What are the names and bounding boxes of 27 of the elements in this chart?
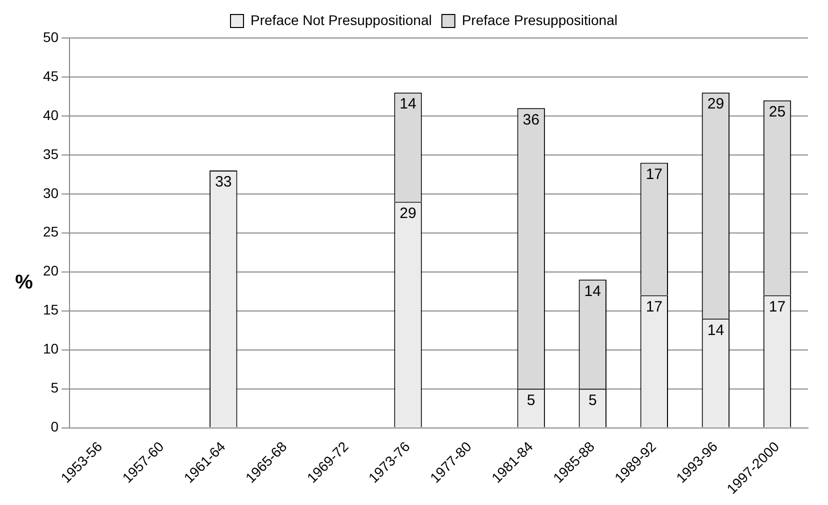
data-label: 29 (707, 96, 724, 113)
data-label: 14 (707, 322, 724, 339)
data-label: 17 (646, 166, 663, 183)
legend-label: Preface Presuppositional (462, 12, 618, 28)
data-label: 17 (768, 298, 786, 316)
data-label: 5 (526, 392, 536, 409)
data-label: 14 (584, 282, 601, 300)
y-tick-label: 50 (42, 28, 59, 45)
y-tick-label: 40 (42, 106, 59, 123)
legend-label: Preface Not Presuppositional (250, 12, 432, 28)
y-tick-label: 45 (42, 68, 59, 84)
y-tick-label: 15 (42, 302, 59, 318)
y-axis-title: % (15, 271, 34, 294)
y-tick-label: 30 (42, 184, 59, 201)
y-tick-label: 20 (42, 262, 59, 279)
data-label: 25 (768, 104, 786, 121)
y-tick-label: 0 (50, 418, 59, 435)
y-tick-label: 25 (42, 224, 59, 240)
data-label: 5 (588, 392, 597, 409)
data-label: 29 (400, 204, 416, 222)
y-tick-label: 35 (42, 146, 59, 162)
y-tick-label: 5 (50, 380, 59, 396)
y-tick-label: 10 (42, 340, 59, 357)
data-label: 17 (646, 298, 663, 316)
data-label: 33 (215, 174, 232, 191)
data-label: 14 (400, 96, 416, 113)
data-label: 36 (522, 111, 540, 128)
